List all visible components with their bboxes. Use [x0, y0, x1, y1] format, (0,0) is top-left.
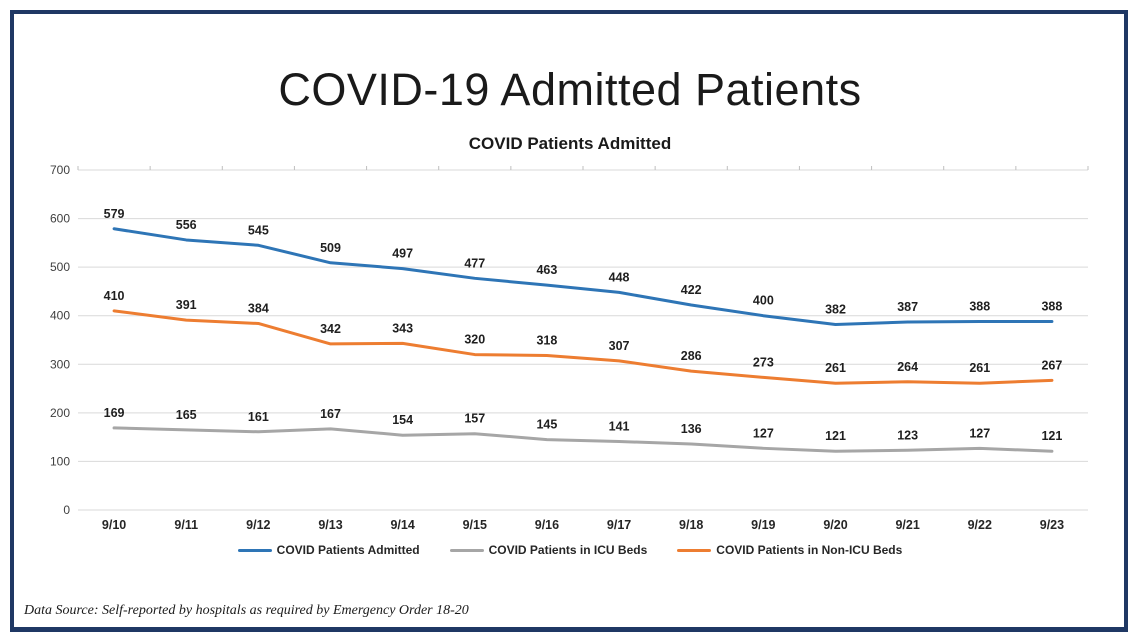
data-label: 556: [176, 218, 197, 232]
x-axis-tick-label: 9/14: [390, 518, 414, 532]
data-label: 121: [1041, 429, 1062, 443]
legend-line-swatch: [237, 548, 272, 552]
x-axis-tick-label: 9/11: [174, 518, 198, 532]
data-label: 273: [753, 355, 774, 369]
series-line: [112, 227, 1054, 326]
data-label: 136: [681, 422, 702, 436]
data-label: 161: [248, 410, 269, 424]
data-label: 167: [320, 407, 341, 421]
data-label: 384: [248, 301, 269, 315]
data-label: 318: [536, 334, 557, 348]
data-label: 382: [825, 302, 846, 316]
y-axis-tick-label: 300: [50, 357, 70, 371]
data-label: 123: [897, 428, 918, 442]
data-label: 169: [104, 406, 125, 420]
chart-legend: COVID Patients Admitted COVID Patients in…: [0, 543, 1140, 557]
data-label: 145: [536, 418, 557, 432]
data-label: 307: [609, 339, 630, 353]
data-label: 127: [753, 426, 774, 440]
legend-item: COVID Patients in Non-ICU Beds: [677, 543, 902, 557]
data-label: 342: [320, 322, 341, 336]
data-label: 121: [825, 429, 846, 443]
x-axis-tick-label: 9/21: [895, 518, 919, 532]
y-axis-tick-label: 500: [50, 260, 70, 274]
series-line: [112, 309, 1054, 385]
legend-label: COVID Patients Admitted: [276, 543, 420, 557]
x-axis-tick-label: 9/17: [607, 518, 631, 532]
x-axis-tick-label: 9/10: [102, 518, 126, 532]
data-label: 400: [753, 294, 774, 308]
legend-label: COVID Patients in Non-ICU Beds: [716, 543, 903, 557]
y-axis-tick-label: 700: [50, 163, 70, 177]
data-label: 388: [969, 300, 990, 314]
data-label: 448: [609, 270, 630, 284]
data-label: 261: [825, 361, 846, 375]
x-axis-tick-label: 9/16: [535, 518, 559, 532]
data-label: 579: [104, 207, 125, 221]
y-axis-tick-label: 0: [63, 503, 70, 517]
x-axis-tick-label: 9/15: [463, 518, 487, 532]
page-title: COVID-19 Admitted Patients: [278, 64, 862, 115]
x-axis-tick-label: 9/19: [751, 518, 775, 532]
legend-item: COVID Patients in ICU Beds: [449, 543, 648, 557]
data-label: 410: [104, 289, 125, 303]
x-axis-tick-label: 9/13: [318, 518, 342, 532]
legend-line-swatch: [449, 548, 484, 552]
x-axis-tick-label: 9/23: [1040, 518, 1064, 532]
chart-subtitle: COVID Patients Admitted: [468, 134, 672, 153]
data-label: 157: [464, 412, 485, 426]
y-axis-tick-label: 200: [50, 406, 70, 420]
data-label: 154: [392, 413, 413, 427]
legend-item: COVID Patients Admitted: [237, 543, 420, 557]
data-label: 463: [536, 263, 557, 277]
data-label: 127: [969, 426, 990, 440]
data-label: 497: [392, 247, 413, 261]
data-label: 545: [248, 223, 269, 237]
data-label: 267: [1041, 358, 1062, 372]
x-axis-tick-label: 9/22: [968, 518, 992, 532]
data-label: 388: [1041, 300, 1062, 314]
data-label: 422: [681, 283, 702, 297]
data-label: 286: [681, 349, 702, 363]
x-axis-tick-label: 9/20: [823, 518, 847, 532]
x-axis-tick-label: 9/12: [246, 518, 270, 532]
legend-line-swatch: [677, 548, 712, 552]
data-label: 261: [969, 361, 990, 375]
data-label: 165: [176, 408, 197, 422]
data-label: 264: [897, 360, 918, 374]
y-axis-tick-label: 600: [50, 212, 70, 226]
data-label: 141: [609, 420, 630, 434]
data-label: 391: [176, 298, 197, 312]
data-source-note: Data Source: Self-reported by hospitals …: [24, 603, 469, 618]
x-axis-tick-label: 9/18: [679, 518, 703, 532]
y-axis-tick-label: 100: [50, 454, 70, 468]
data-label: 387: [897, 300, 918, 314]
y-axis-tick-label: 400: [50, 309, 70, 323]
data-label: 320: [464, 333, 485, 347]
data-label: 477: [464, 256, 485, 270]
series-line: [112, 426, 1054, 453]
legend-label: COVID Patients in ICU Beds: [488, 543, 648, 557]
data-label: 343: [392, 321, 413, 335]
data-label: 509: [320, 241, 341, 255]
